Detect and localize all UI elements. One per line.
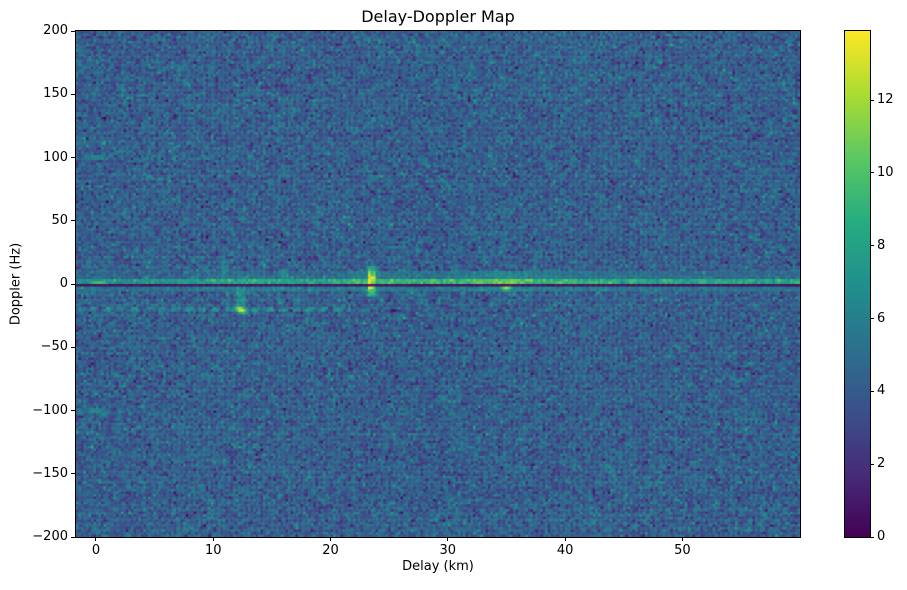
x-tick-label: 50: [674, 543, 691, 558]
y-tick-mark: [71, 346, 75, 348]
x-tick-mark: [330, 537, 332, 541]
colorbar-tick-label: 2: [877, 456, 886, 472]
heatmap-plot-area: [75, 30, 801, 538]
x-axis-label: Delay (km): [402, 559, 474, 574]
x-tick-mark: [681, 537, 683, 541]
colorbar-tick-mark: [870, 390, 874, 392]
colorbar-tick-mark: [870, 172, 874, 174]
y-tick-mark: [71, 220, 75, 222]
y-tick-mark: [71, 410, 75, 411]
colorbar-tick-label: 4: [877, 383, 886, 399]
y-tick-label: 50: [51, 212, 68, 228]
y-tick-mark: [71, 473, 75, 475]
y-tick-label: 100: [43, 149, 68, 165]
x-tick-label: 0: [91, 543, 101, 558]
y-tick-label: −150: [32, 465, 68, 481]
colorbar-tick-mark: [870, 463, 874, 465]
x-tick-mark: [212, 537, 214, 541]
x-tick-mark: [564, 537, 566, 541]
y-tick-mark: [71, 283, 75, 285]
y-tick-label: 200: [43, 23, 68, 38]
y-tick-mark: [71, 536, 75, 538]
colorbar-tick-label: 6: [877, 310, 886, 326]
x-tick-label: 40: [556, 543, 574, 558]
y-tick-label: −50: [40, 339, 68, 355]
colorbar-tick-mark: [870, 245, 874, 247]
colorbar-canvas: [845, 31, 870, 537]
y-tick-mark: [71, 157, 75, 158]
y-tick-label: 150: [43, 86, 68, 102]
x-tick-label: 30: [439, 543, 457, 558]
x-tick-label: 10: [204, 543, 222, 558]
y-tick-label: −200: [32, 529, 68, 544]
x-tick-mark: [447, 537, 449, 541]
y-tick-mark: [71, 30, 75, 32]
colorbar-tick-label: 12: [877, 92, 894, 108]
heatmap-canvas: [76, 31, 800, 537]
colorbar-tick-mark: [870, 318, 874, 320]
y-tick-mark: [71, 93, 75, 95]
colorbar-tick-mark: [870, 99, 874, 101]
colorbar-tick-mark: [870, 536, 874, 538]
colorbar: [844, 30, 871, 538]
y-tick-label: 0: [59, 276, 68, 291]
colorbar-tick-label: 10: [877, 164, 894, 180]
x-tick-label: 20: [322, 543, 339, 558]
colorbar-tick-label: 0: [877, 529, 886, 544]
y-tick-label: −100: [32, 402, 68, 418]
x-tick-mark: [95, 537, 97, 541]
chart-title: Delay-Doppler Map: [361, 7, 515, 26]
colorbar-tick-label: 8: [877, 237, 886, 253]
